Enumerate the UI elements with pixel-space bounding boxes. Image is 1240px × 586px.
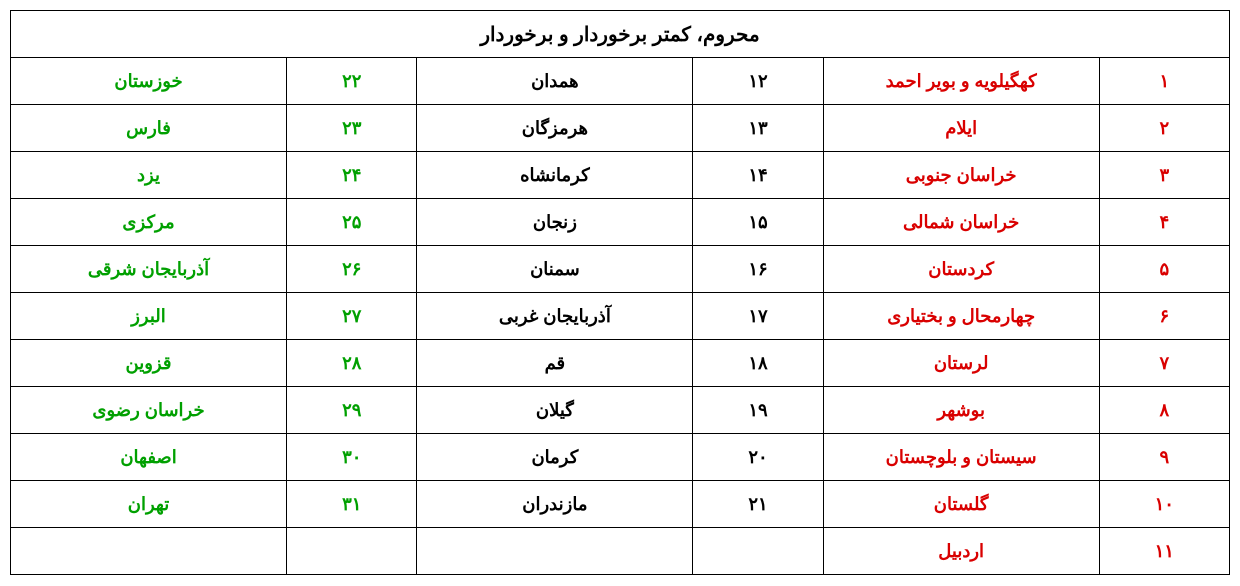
- table-row: ۱۱اردبیل: [11, 528, 1230, 575]
- rank-number: ۲۵: [287, 199, 417, 246]
- rank-number: ۹: [1099, 434, 1229, 481]
- province-name: کرمانشاه: [417, 152, 693, 199]
- table-row: ۳خراسان جنوبی۱۴کرمانشاه۲۴یزد: [11, 152, 1230, 199]
- province-name: هرمزگان: [417, 105, 693, 152]
- province-name: گیلان: [417, 387, 693, 434]
- province-name: تهران: [11, 481, 287, 528]
- province-name: فارس: [11, 105, 287, 152]
- rank-number: ۱۲: [693, 58, 823, 105]
- rank-number: ۲۳: [287, 105, 417, 152]
- table-row: ۹سیستان و بلوچستان۲۰کرمان۳۰اصفهان: [11, 434, 1230, 481]
- rank-number: ۲: [1099, 105, 1229, 152]
- province-name: یزد: [11, 152, 287, 199]
- table-row: ۴خراسان شمالی۱۵زنجان۲۵مرکزی: [11, 199, 1230, 246]
- province-name: کردستان: [823, 246, 1099, 293]
- rank-number: ۱: [1099, 58, 1229, 105]
- rank-number: ۲۹: [287, 387, 417, 434]
- table-title: محروم، کمتر برخوردار و برخوردار: [11, 11, 1230, 58]
- rank-number: ۴: [1099, 199, 1229, 246]
- rank-number: ۱۰: [1099, 481, 1229, 528]
- rank-number: ۱۹: [693, 387, 823, 434]
- province-name: همدان: [417, 58, 693, 105]
- province-name: [11, 528, 287, 575]
- rank-number: ۲۴: [287, 152, 417, 199]
- province-name: خراسان رضوی: [11, 387, 287, 434]
- province-name: آذربایجان شرقی: [11, 246, 287, 293]
- province-name: [417, 528, 693, 575]
- province-name: خراسان شمالی: [823, 199, 1099, 246]
- province-name: خراسان جنوبی: [823, 152, 1099, 199]
- province-name: بوشهر: [823, 387, 1099, 434]
- province-name: کهگیلویه و بویر احمد: [823, 58, 1099, 105]
- rank-number: ۸: [1099, 387, 1229, 434]
- province-name: کرمان: [417, 434, 693, 481]
- rank-number: ۲۸: [287, 340, 417, 387]
- province-name: اردبیل: [823, 528, 1099, 575]
- rank-number: ۲۲: [287, 58, 417, 105]
- table-row: ۱کهگیلویه و بویر احمد۱۲همدان۲۲خوزستان: [11, 58, 1230, 105]
- rank-number: ۱۳: [693, 105, 823, 152]
- rank-number: ۲۷: [287, 293, 417, 340]
- table-row: ۸بوشهر۱۹گیلان۲۹خراسان رضوی: [11, 387, 1230, 434]
- rank-number: ۳: [1099, 152, 1229, 199]
- province-name: زنجان: [417, 199, 693, 246]
- province-name: مرکزی: [11, 199, 287, 246]
- rank-number: ۶: [1099, 293, 1229, 340]
- rank-number: ۲۶: [287, 246, 417, 293]
- province-name: خوزستان: [11, 58, 287, 105]
- rank-number: ۷: [1099, 340, 1229, 387]
- rank-number: ۲۱: [693, 481, 823, 528]
- rank-number: ۱۶: [693, 246, 823, 293]
- province-name: گلستان: [823, 481, 1099, 528]
- rank-number: [693, 528, 823, 575]
- rank-number: ۱۴: [693, 152, 823, 199]
- provinces-table: محروم، کمتر برخوردار و برخوردار ۱کهگیلوی…: [10, 10, 1230, 575]
- rank-number: ۱۸: [693, 340, 823, 387]
- table-body: ۱کهگیلویه و بویر احمد۱۲همدان۲۲خوزستان۲ای…: [11, 58, 1230, 575]
- province-name: سمنان: [417, 246, 693, 293]
- rank-number: ۱۱: [1099, 528, 1229, 575]
- province-name: مازندران: [417, 481, 693, 528]
- rank-number: [287, 528, 417, 575]
- province-name: البرز: [11, 293, 287, 340]
- province-name: اصفهان: [11, 434, 287, 481]
- province-name: لرستان: [823, 340, 1099, 387]
- table-row: ۵کردستان۱۶سمنان۲۶آذربایجان شرقی: [11, 246, 1230, 293]
- table-row: ۱۰گلستان۲۱مازندران۳۱تهران: [11, 481, 1230, 528]
- province-name: قزوین: [11, 340, 287, 387]
- table-row: ۶چهارمحال و بختیاری۱۷آذربایجان غربی۲۷الب…: [11, 293, 1230, 340]
- table-row: ۷لرستان۱۸قم۲۸قزوین: [11, 340, 1230, 387]
- province-name: قم: [417, 340, 693, 387]
- province-name: آذربایجان غربی: [417, 293, 693, 340]
- province-name: ایلام: [823, 105, 1099, 152]
- rank-number: ۳۰: [287, 434, 417, 481]
- rank-number: ۵: [1099, 246, 1229, 293]
- rank-number: ۱۵: [693, 199, 823, 246]
- rank-number: ۳۱: [287, 481, 417, 528]
- table-row: ۲ایلام۱۳هرمزگان۲۳فارس: [11, 105, 1230, 152]
- province-name: چهارمحال و بختیاری: [823, 293, 1099, 340]
- rank-number: ۲۰: [693, 434, 823, 481]
- rank-number: ۱۷: [693, 293, 823, 340]
- province-name: سیستان و بلوچستان: [823, 434, 1099, 481]
